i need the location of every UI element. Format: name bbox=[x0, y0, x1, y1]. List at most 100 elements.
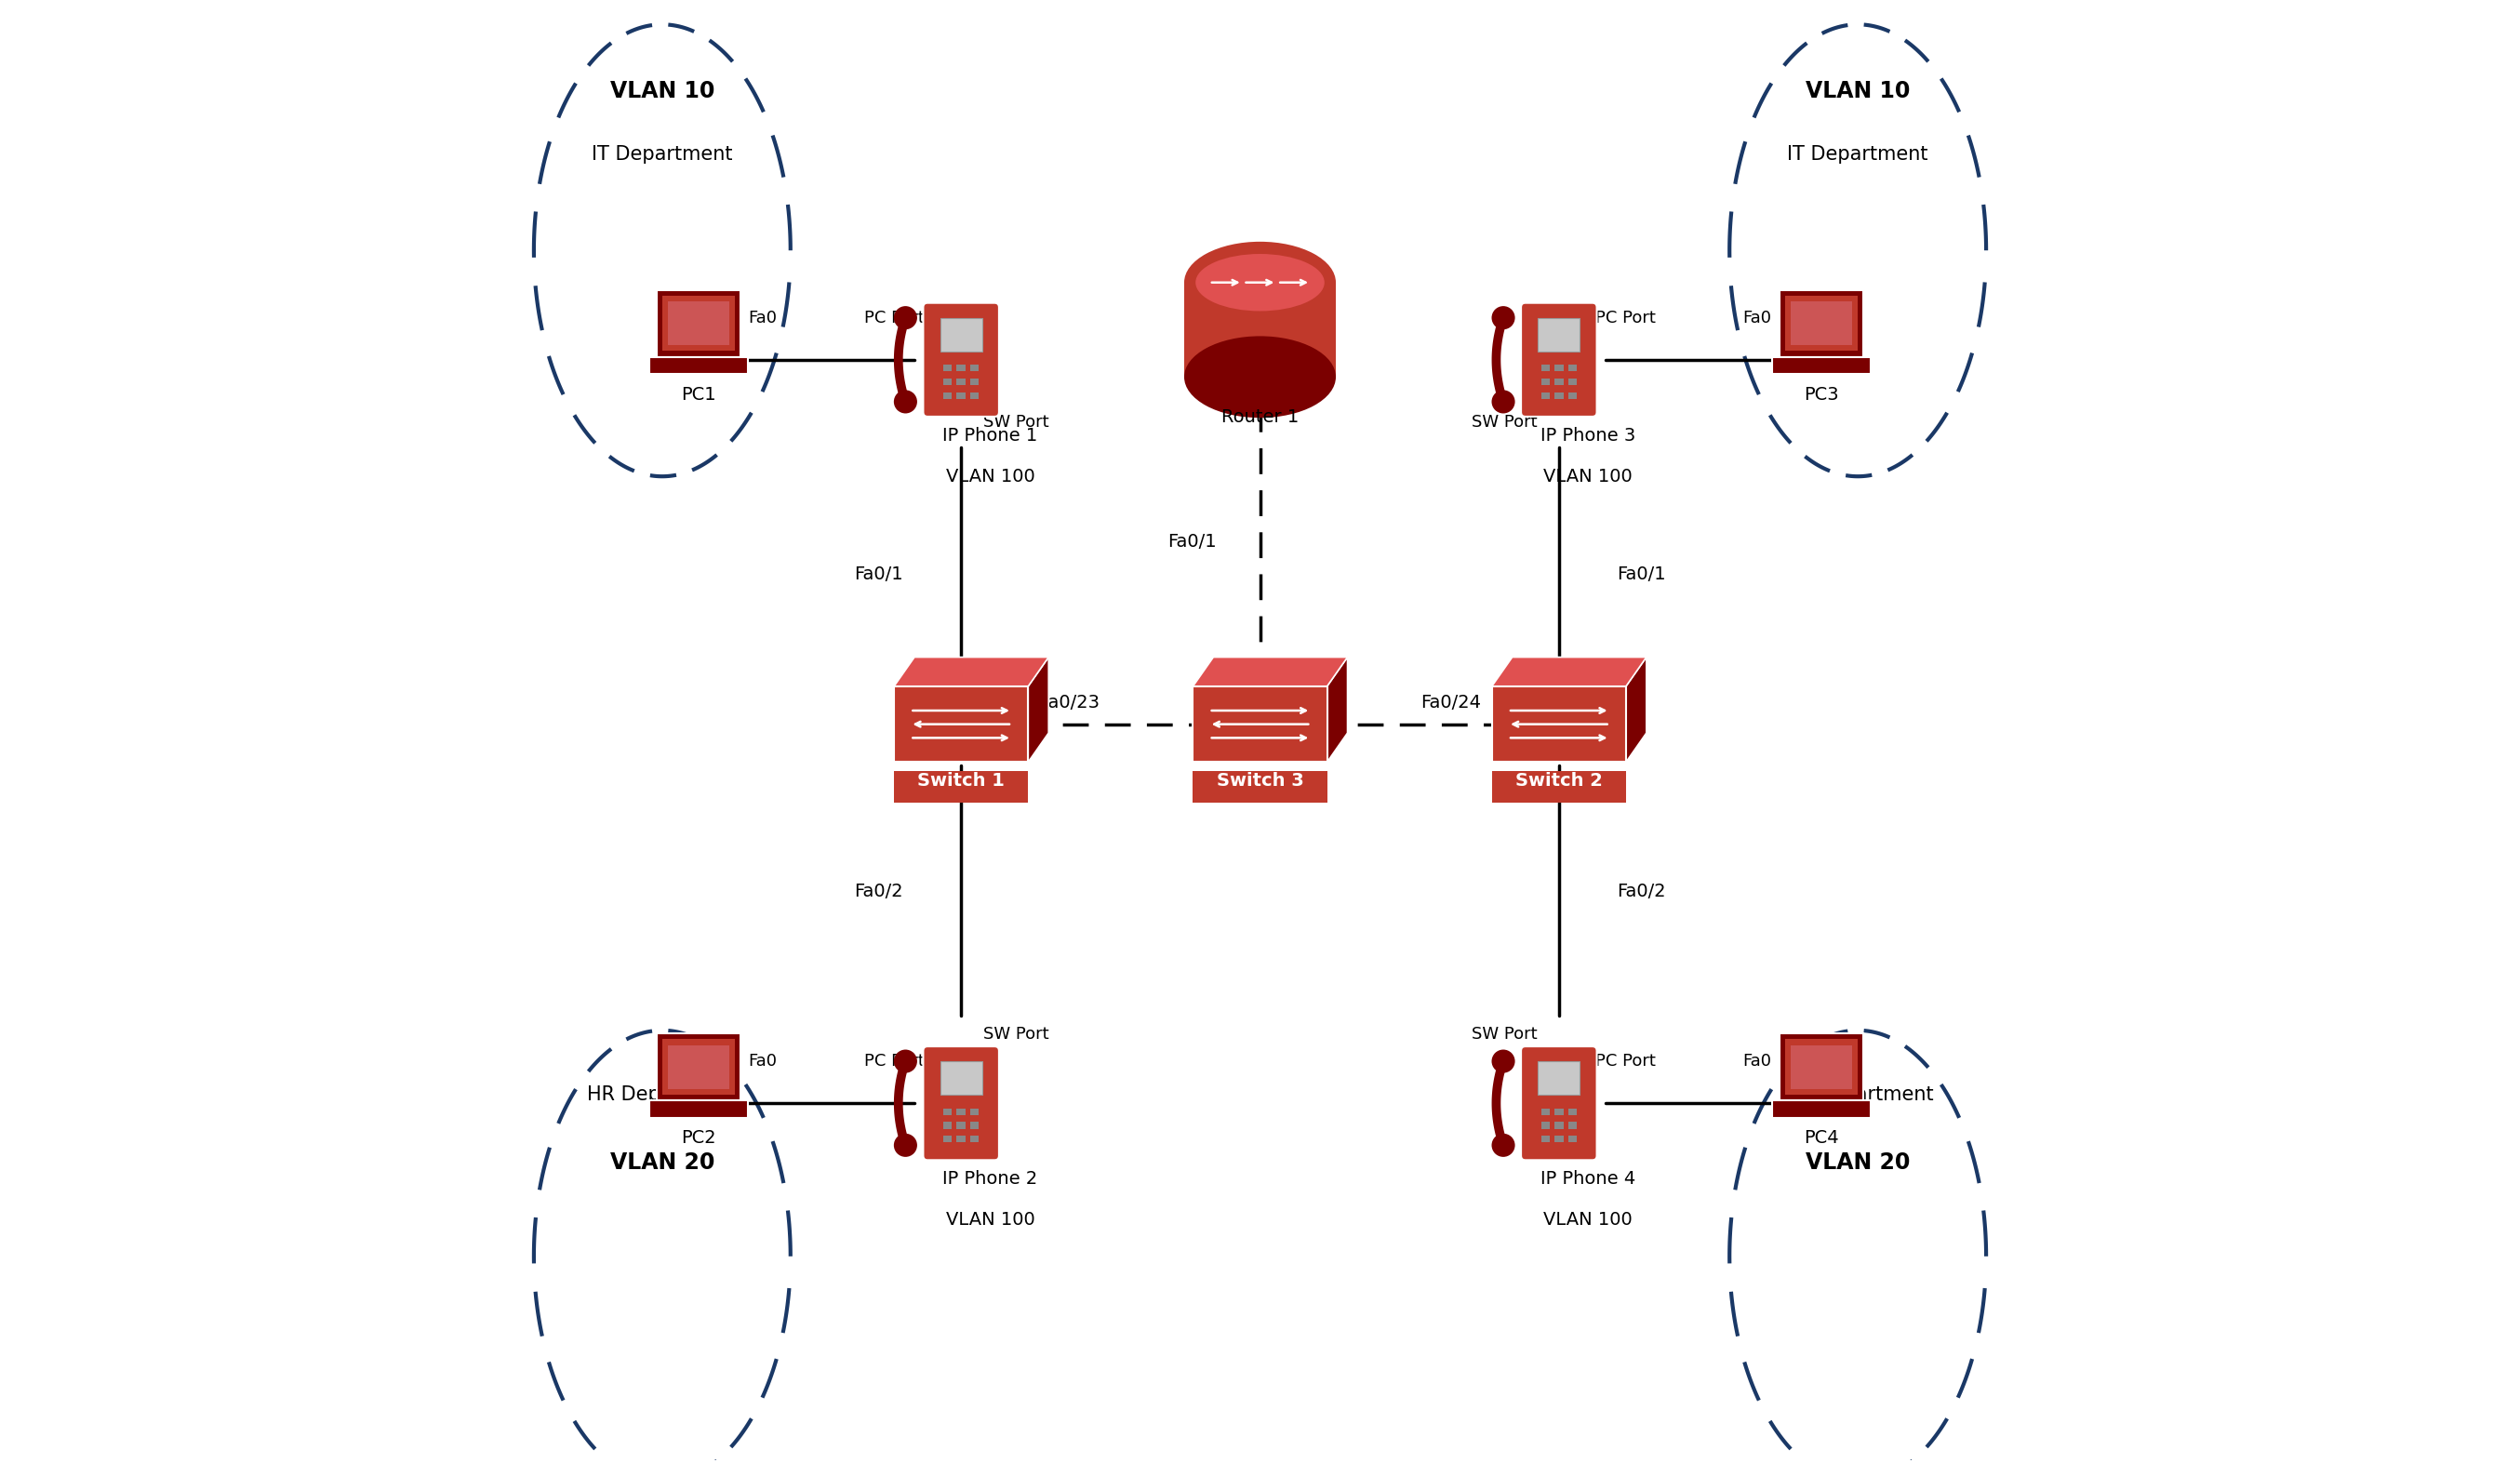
FancyBboxPatch shape bbox=[1779, 1033, 1865, 1100]
FancyBboxPatch shape bbox=[1555, 1135, 1562, 1143]
FancyBboxPatch shape bbox=[1555, 1122, 1562, 1128]
FancyBboxPatch shape bbox=[1555, 364, 1562, 372]
Text: Fa0: Fa0 bbox=[748, 310, 776, 326]
FancyBboxPatch shape bbox=[1542, 392, 1550, 399]
FancyBboxPatch shape bbox=[895, 771, 1028, 803]
Text: PC3: PC3 bbox=[1804, 386, 1840, 404]
FancyBboxPatch shape bbox=[942, 379, 953, 385]
Text: SW Port: SW Port bbox=[983, 414, 1048, 430]
FancyBboxPatch shape bbox=[958, 392, 965, 399]
Ellipse shape bbox=[1184, 336, 1336, 418]
FancyBboxPatch shape bbox=[1555, 392, 1562, 399]
Text: IP Phone 4: IP Phone 4 bbox=[1540, 1170, 1635, 1188]
FancyBboxPatch shape bbox=[940, 1061, 983, 1094]
Text: Fa0: Fa0 bbox=[1744, 1053, 1772, 1069]
FancyBboxPatch shape bbox=[940, 317, 983, 351]
FancyBboxPatch shape bbox=[1772, 357, 1870, 375]
Text: IP Phone 3: IP Phone 3 bbox=[1540, 427, 1635, 445]
FancyBboxPatch shape bbox=[1567, 379, 1578, 385]
FancyBboxPatch shape bbox=[1567, 1109, 1578, 1115]
FancyBboxPatch shape bbox=[922, 303, 998, 417]
Text: SW Port: SW Port bbox=[1472, 414, 1537, 430]
FancyBboxPatch shape bbox=[1792, 1045, 1852, 1088]
Circle shape bbox=[1492, 1134, 1515, 1157]
FancyBboxPatch shape bbox=[1522, 1046, 1598, 1160]
FancyBboxPatch shape bbox=[1542, 364, 1550, 372]
Text: Switch 1: Switch 1 bbox=[917, 772, 1005, 790]
FancyBboxPatch shape bbox=[958, 1135, 965, 1143]
Text: Router 1: Router 1 bbox=[1222, 408, 1298, 426]
Text: VLAN 100: VLAN 100 bbox=[1545, 1211, 1633, 1229]
FancyBboxPatch shape bbox=[1784, 1039, 1857, 1094]
Text: HR Department: HR Department bbox=[1782, 1086, 1933, 1105]
FancyBboxPatch shape bbox=[655, 290, 741, 357]
Text: PC Port: PC Port bbox=[864, 1053, 925, 1069]
FancyBboxPatch shape bbox=[650, 357, 748, 375]
Circle shape bbox=[895, 306, 917, 329]
FancyBboxPatch shape bbox=[1522, 303, 1598, 417]
Text: VLAN 20: VLAN 20 bbox=[610, 1151, 716, 1173]
FancyBboxPatch shape bbox=[1492, 771, 1625, 803]
FancyBboxPatch shape bbox=[970, 1122, 978, 1128]
Text: VLAN 100: VLAN 100 bbox=[945, 468, 1036, 486]
FancyBboxPatch shape bbox=[1784, 296, 1857, 351]
FancyBboxPatch shape bbox=[970, 392, 978, 399]
FancyBboxPatch shape bbox=[942, 392, 953, 399]
Text: Fa0/2: Fa0/2 bbox=[1618, 884, 1666, 901]
Circle shape bbox=[1492, 306, 1515, 329]
FancyBboxPatch shape bbox=[1567, 1122, 1578, 1128]
Circle shape bbox=[1492, 1049, 1515, 1072]
Text: VLAN 100: VLAN 100 bbox=[945, 1211, 1036, 1229]
FancyBboxPatch shape bbox=[958, 1109, 965, 1115]
FancyBboxPatch shape bbox=[970, 379, 978, 385]
Text: Fa0/2: Fa0/2 bbox=[854, 884, 902, 901]
Text: Fa0/23: Fa0/23 bbox=[1038, 693, 1099, 711]
FancyBboxPatch shape bbox=[942, 364, 953, 372]
FancyBboxPatch shape bbox=[942, 1109, 953, 1115]
FancyBboxPatch shape bbox=[1555, 379, 1562, 385]
Polygon shape bbox=[1328, 657, 1348, 762]
Text: IP Phone 1: IP Phone 1 bbox=[942, 427, 1038, 445]
Text: VLAN 100: VLAN 100 bbox=[1545, 468, 1633, 486]
FancyBboxPatch shape bbox=[668, 1045, 728, 1088]
Polygon shape bbox=[1184, 282, 1336, 377]
Text: VLAN 10: VLAN 10 bbox=[1804, 80, 1910, 102]
Text: PC Port: PC Port bbox=[1595, 310, 1656, 326]
Circle shape bbox=[895, 1049, 917, 1072]
FancyBboxPatch shape bbox=[970, 1135, 978, 1143]
FancyBboxPatch shape bbox=[1537, 1061, 1580, 1094]
FancyBboxPatch shape bbox=[1542, 1135, 1550, 1143]
Text: PC Port: PC Port bbox=[864, 310, 925, 326]
Text: Switch 3: Switch 3 bbox=[1217, 772, 1303, 790]
FancyBboxPatch shape bbox=[1537, 317, 1580, 351]
Ellipse shape bbox=[1194, 255, 1326, 312]
FancyBboxPatch shape bbox=[1772, 1100, 1870, 1118]
Text: Fa0/1: Fa0/1 bbox=[1618, 565, 1666, 582]
FancyBboxPatch shape bbox=[663, 1039, 736, 1094]
FancyBboxPatch shape bbox=[942, 1135, 953, 1143]
FancyBboxPatch shape bbox=[970, 1109, 978, 1115]
Polygon shape bbox=[1625, 657, 1646, 762]
FancyBboxPatch shape bbox=[958, 379, 965, 385]
Circle shape bbox=[1492, 391, 1515, 414]
FancyBboxPatch shape bbox=[1492, 686, 1625, 762]
Polygon shape bbox=[1492, 657, 1646, 686]
FancyBboxPatch shape bbox=[1792, 301, 1852, 345]
FancyBboxPatch shape bbox=[942, 1122, 953, 1128]
Text: Fa0/1: Fa0/1 bbox=[854, 565, 902, 582]
Text: PC Port: PC Port bbox=[1595, 1053, 1656, 1069]
FancyBboxPatch shape bbox=[1192, 771, 1328, 803]
Text: IT Department: IT Department bbox=[1787, 145, 1928, 164]
Text: IT Department: IT Department bbox=[592, 145, 733, 164]
Polygon shape bbox=[895, 657, 1048, 686]
Text: VLAN 20: VLAN 20 bbox=[1804, 1151, 1910, 1173]
Text: Fa0/24: Fa0/24 bbox=[1421, 693, 1482, 711]
Text: PC1: PC1 bbox=[680, 386, 716, 404]
Text: PC2: PC2 bbox=[680, 1129, 716, 1147]
FancyBboxPatch shape bbox=[655, 1033, 741, 1100]
Text: Switch 2: Switch 2 bbox=[1515, 772, 1603, 790]
FancyBboxPatch shape bbox=[1567, 1135, 1578, 1143]
FancyBboxPatch shape bbox=[650, 1100, 748, 1118]
Polygon shape bbox=[1192, 657, 1348, 686]
FancyBboxPatch shape bbox=[1192, 686, 1328, 762]
